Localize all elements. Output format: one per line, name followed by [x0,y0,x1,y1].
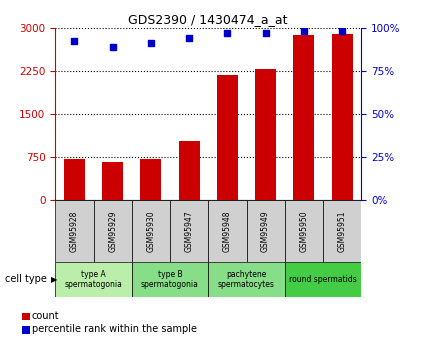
Text: type B
spermatogonia: type B spermatogonia [141,270,199,289]
Point [339,28,346,34]
Bar [170,200,208,262]
Bar [55,200,94,262]
Bar [323,200,361,262]
Point [186,35,193,41]
Text: GSM95928: GSM95928 [70,210,79,252]
Point [224,30,231,36]
Bar [255,69,276,200]
Text: GSM95948: GSM95948 [223,210,232,252]
Bar [64,159,85,200]
Text: GSM95951: GSM95951 [337,210,347,252]
Bar [285,200,323,262]
Text: cell type: cell type [5,275,47,284]
Bar [55,262,132,297]
Text: GSM95929: GSM95929 [108,210,117,252]
Text: GSM95930: GSM95930 [146,210,156,252]
Bar [178,141,200,200]
Text: GSM95947: GSM95947 [184,210,194,252]
Bar [217,75,238,200]
Point [262,30,269,36]
Point [109,44,116,49]
Bar [208,200,246,262]
Bar [132,262,208,297]
Text: count: count [32,311,60,321]
Bar [246,200,285,262]
Text: GSM95949: GSM95949 [261,210,270,252]
Text: round spermatids: round spermatids [289,275,357,284]
Bar [102,162,123,200]
Bar [132,200,170,262]
Point [147,40,154,46]
Point [71,39,78,44]
Text: ▶: ▶ [51,275,57,284]
Title: GDS2390 / 1430474_a_at: GDS2390 / 1430474_a_at [128,13,288,27]
Point [300,28,307,34]
Text: percentile rank within the sample: percentile rank within the sample [32,324,197,334]
Bar [285,262,361,297]
Bar [293,35,314,200]
Bar [140,159,162,200]
Text: type A
spermatogonia: type A spermatogonia [65,270,122,289]
Bar [208,262,285,297]
Bar [94,200,132,262]
Text: pachytene
spermatocytes: pachytene spermatocytes [218,270,275,289]
Text: GSM95950: GSM95950 [299,210,309,252]
Bar [332,34,353,200]
